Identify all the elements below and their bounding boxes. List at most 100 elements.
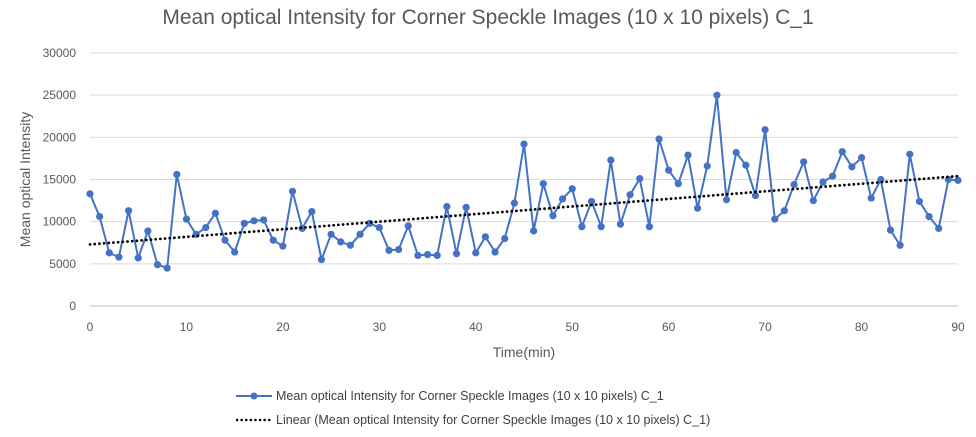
x-tick-label: 80 <box>855 320 869 334</box>
data-point <box>751 191 760 200</box>
data-point <box>867 194 875 202</box>
data-point <box>829 172 837 180</box>
data-point <box>472 249 480 257</box>
data-point <box>761 126 769 134</box>
chart-title: Mean optical Intensity for Corner Speckl… <box>162 6 814 29</box>
data-point <box>655 135 663 143</box>
data-point <box>925 213 933 221</box>
legend-item-trendline: Linear (Mean optical Intensity for Corne… <box>236 408 710 432</box>
data-point <box>645 223 653 231</box>
x-tick-label: 30 <box>373 320 387 334</box>
data-point <box>819 178 827 186</box>
data-point <box>780 207 789 215</box>
y-tick-label: 5000 <box>49 257 76 271</box>
data-point <box>568 185 576 193</box>
data-point <box>896 241 904 249</box>
data-point <box>906 150 914 158</box>
data-point <box>520 140 528 148</box>
data-point <box>722 196 731 204</box>
data-point <box>134 254 142 262</box>
data-point <box>800 158 808 166</box>
data-point <box>346 241 354 249</box>
data-point <box>202 223 210 232</box>
legend-item-series: Mean optical Intensity for Corner Speckl… <box>236 384 710 408</box>
x-tick-label: 90 <box>951 320 965 334</box>
y-tick-label: 0 <box>69 299 76 313</box>
data-point <box>462 203 470 211</box>
data-point <box>915 197 924 206</box>
data-point <box>510 199 518 207</box>
data-point <box>848 163 856 171</box>
data-point <box>356 230 364 238</box>
data-point <box>491 248 499 256</box>
data-point <box>163 264 171 272</box>
data-point <box>288 187 297 195</box>
data-point <box>414 251 422 259</box>
x-tick-label: 0 <box>87 320 94 334</box>
data-point <box>732 148 740 157</box>
data-point <box>250 217 258 225</box>
data-point <box>182 215 191 223</box>
data-point <box>694 204 702 212</box>
legend: Mean optical Intensity for Corner Speckl… <box>236 384 710 432</box>
x-tick-label: 40 <box>469 320 483 334</box>
trendline <box>88 174 960 246</box>
data-point <box>616 220 625 228</box>
data-point <box>452 250 461 258</box>
data-point <box>423 250 432 259</box>
data-point <box>308 207 316 216</box>
data-point <box>86 190 94 198</box>
series-line <box>89 94 959 270</box>
data-point <box>404 222 412 230</box>
legend-label-series: Mean optical Intensity for Corner Speckl… <box>276 389 664 403</box>
data-point <box>674 180 682 188</box>
data-point <box>607 156 615 164</box>
data-point <box>549 212 557 220</box>
data-point <box>115 253 123 261</box>
data-point <box>742 161 750 169</box>
data-point <box>231 248 239 256</box>
data-point <box>665 166 673 174</box>
data-point <box>954 176 962 184</box>
data-point <box>153 261 162 269</box>
data-point <box>790 180 798 189</box>
data-point <box>221 236 229 244</box>
data-point <box>337 238 345 246</box>
x-axis-title: Time(min) <box>493 344 555 360</box>
data-point <box>279 242 287 250</box>
data-point <box>395 245 403 254</box>
x-tick-label: 60 <box>662 320 676 334</box>
data-point <box>443 202 451 211</box>
data-point <box>886 226 895 234</box>
data-point <box>636 175 644 183</box>
data-point <box>809 196 817 205</box>
data-point <box>317 256 326 264</box>
data-point <box>240 219 248 227</box>
data-point <box>173 170 181 179</box>
y-tick-label: 25000 <box>43 88 77 102</box>
y-tick-label: 20000 <box>43 130 77 144</box>
data-point <box>481 233 490 241</box>
data-point <box>433 251 441 259</box>
data-point <box>703 162 711 170</box>
data-point <box>501 234 509 243</box>
data-point <box>375 223 383 232</box>
data-point <box>771 215 779 223</box>
x-tick-label: 70 <box>758 320 772 334</box>
data-point <box>539 180 547 188</box>
data-point <box>587 197 596 206</box>
data-point <box>269 236 277 244</box>
data-point <box>105 249 113 257</box>
data-point <box>144 227 152 235</box>
data-point <box>385 246 393 254</box>
legend-label-trendline: Linear (Mean optical Intensity for Corne… <box>276 413 711 427</box>
data-point <box>935 224 943 233</box>
data-point <box>857 153 866 162</box>
x-tick-label: 50 <box>566 320 580 334</box>
x-tick-label: 10 <box>180 320 194 334</box>
y-tick-label: 10000 <box>43 215 77 229</box>
data-point <box>578 223 586 231</box>
data-point <box>96 213 104 221</box>
data-point <box>684 151 692 159</box>
